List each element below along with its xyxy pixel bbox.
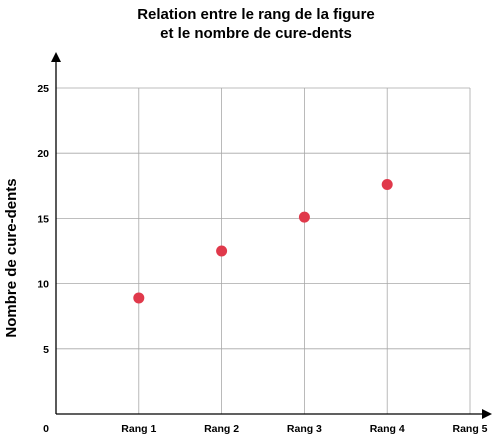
y-tick-label: 25 [37,83,49,95]
y-tick-label: 15 [37,213,49,225]
data-point [133,292,145,304]
data-point [216,245,228,257]
x-tick-label: Rang 1 [121,423,156,435]
y-tick-label: 5 [43,344,49,356]
data-point [381,178,393,190]
y-tick-label: 10 [37,279,49,291]
x-tick-label: Rang 2 [204,423,239,435]
axes [51,52,492,419]
x-tick-label: Rang 4 [370,423,405,435]
y-tick-label: 20 [37,148,49,160]
y-axis-arrowhead [51,52,61,62]
tick-labels: 5 10 15 20 25 Rang 1 Rang 2 Rang 3 Rang 4 Rang 5 [37,83,487,435]
y-axis-label: Nombre de cure-dents [3,178,20,337]
origin-label: 0 [43,423,49,435]
x-tick-label: Rang 5 [452,423,487,435]
chart-title-line-2: et le nombre de cure-dents [160,25,352,42]
x-tick-label: Rang 3 [287,423,322,435]
data-points [133,178,393,304]
data-point [298,211,310,223]
x-axis-arrowhead [482,409,492,419]
grid [56,87,471,414]
chart-title-line-1: Relation entre le rang de la figure [137,6,375,23]
